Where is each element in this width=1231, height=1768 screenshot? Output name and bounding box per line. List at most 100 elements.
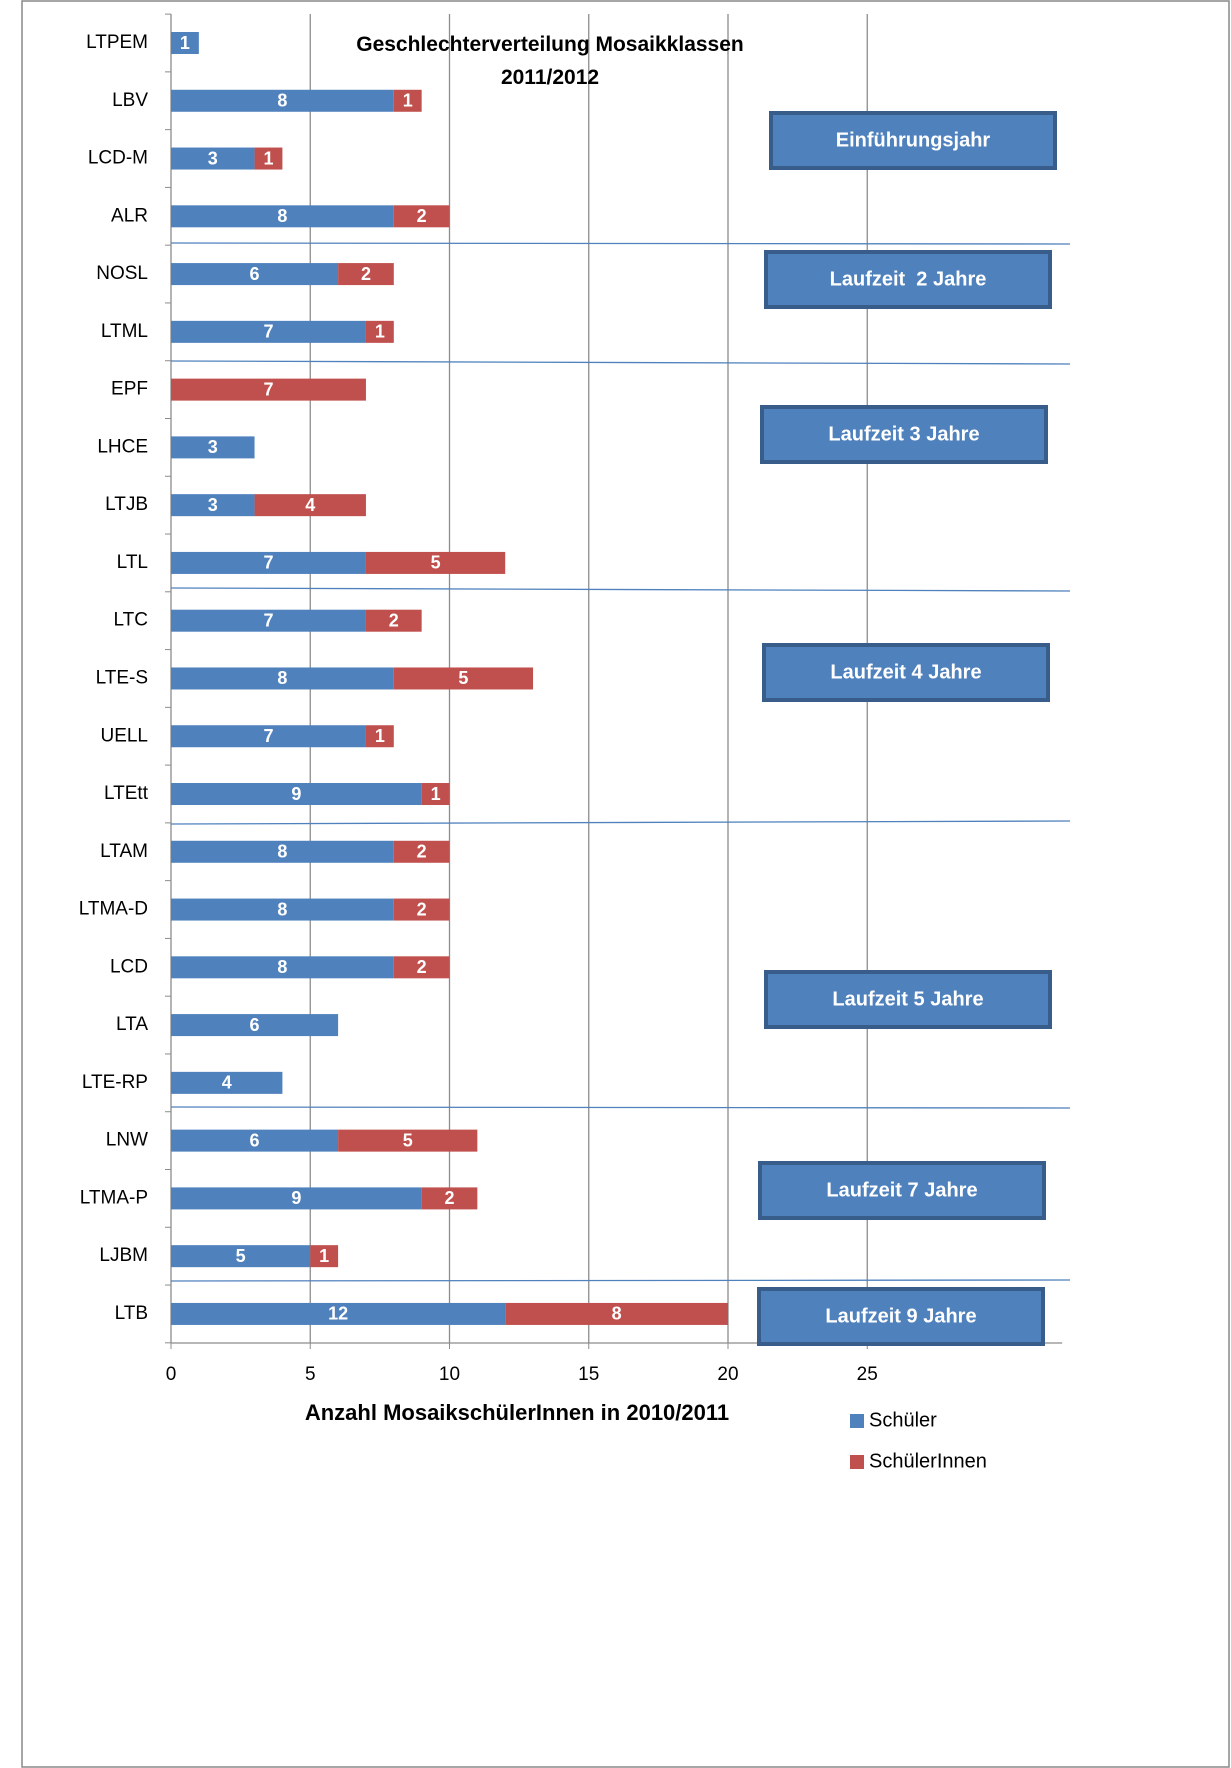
data-label: 8 <box>277 957 287 977</box>
bar-segment <box>171 89 394 112</box>
data-label: 2 <box>417 206 427 226</box>
y-tick-label: EPF <box>111 379 148 400</box>
data-label: 8 <box>277 668 287 688</box>
annotation-box <box>760 405 1048 464</box>
bar-segment <box>338 1129 478 1152</box>
annotation-label: Laufzeit 2 Jahre <box>830 268 987 290</box>
data-label: 1 <box>375 726 385 746</box>
data-label: 1 <box>403 91 413 111</box>
bar-segment <box>171 494 255 517</box>
bar-segment <box>171 956 394 979</box>
bar-segment <box>171 840 394 863</box>
annotation-label: Laufzeit 5 Jahre <box>832 988 983 1010</box>
y-tick-label: LTA <box>116 1014 148 1035</box>
bar-segment <box>171 205 394 228</box>
bar-segment <box>171 1071 283 1094</box>
legend-swatch <box>850 1455 864 1469</box>
y-tick-label: ALR <box>111 205 148 226</box>
data-label: 2 <box>389 610 399 630</box>
y-tick-label: NOSL <box>96 263 148 284</box>
y-tick-label: LTPEM <box>86 32 148 53</box>
data-label: 7 <box>263 379 273 399</box>
group-separator <box>170 1279 1071 1282</box>
annotation-label: Laufzeit 7 Jahre <box>826 1179 977 1201</box>
x-tick-label: 20 <box>717 1364 738 1385</box>
data-label: 7 <box>263 322 273 342</box>
y-tick-label: LHCE <box>97 436 148 457</box>
annotation-label: Laufzeit 3 Jahre <box>828 423 979 445</box>
annotation-box <box>769 111 1057 170</box>
bar-segment <box>171 1129 339 1152</box>
data-label: 8 <box>277 206 287 226</box>
data-label: 5 <box>431 553 441 573</box>
y-tick-label: LTE-RP <box>82 1072 148 1093</box>
y-tick-label: LTB <box>115 1303 148 1324</box>
data-label: 1 <box>375 322 385 342</box>
bar-segment <box>365 609 422 632</box>
y-tick-label: LNW <box>106 1130 148 1151</box>
legend-label: SchülerInnen <box>869 1450 987 1472</box>
group-separator <box>170 242 1071 245</box>
y-tick-label: LTC <box>114 610 148 631</box>
x-axis-label: Anzahl MosaikschülerInnen in 2010/2011 <box>305 1400 729 1425</box>
bar-segment <box>393 205 450 228</box>
x-tick-label: 15 <box>578 1364 599 1385</box>
y-tick-label: LTEtt <box>104 783 149 804</box>
data-label: 5 <box>458 668 468 688</box>
bar-segment <box>393 89 422 112</box>
bar-segment <box>365 320 394 343</box>
data-label: 2 <box>417 842 427 862</box>
y-tick-label: LTMA-D <box>79 899 148 920</box>
data-label: 7 <box>263 726 273 746</box>
bar-segment <box>171 378 366 401</box>
bar-segment <box>171 725 366 748</box>
bar-segment <box>171 551 366 574</box>
data-label: 7 <box>263 553 273 573</box>
group-separator <box>170 1106 1071 1109</box>
legend-swatch <box>850 1414 864 1428</box>
bar-segment <box>421 1187 478 1210</box>
bar-segment <box>171 147 255 170</box>
data-label: 4 <box>305 495 315 515</box>
y-tick-label: LJBM <box>99 1245 148 1266</box>
group-separator <box>170 360 1071 365</box>
data-label: 9 <box>291 1188 301 1208</box>
bar-segment <box>171 263 339 286</box>
data-label: 6 <box>250 1130 260 1150</box>
x-tick-label: 5 <box>305 1364 316 1385</box>
data-label: 1 <box>319 1246 329 1266</box>
y-tick-label: LTL <box>117 552 148 573</box>
bar-segment <box>393 667 534 690</box>
bar-segment <box>393 840 450 863</box>
bar-segment <box>393 898 450 921</box>
data-label: 6 <box>250 1015 260 1035</box>
data-label: 9 <box>291 784 301 804</box>
data-label: 4 <box>222 1073 232 1093</box>
data-label: 6 <box>250 264 260 284</box>
bar-segment <box>338 263 394 286</box>
bar-segment <box>393 956 450 979</box>
data-label: 2 <box>361 264 371 284</box>
annotation-box <box>764 970 1052 1029</box>
bar-segment <box>171 32 199 54</box>
bar-segment <box>171 898 394 921</box>
bar-segment <box>254 147 283 170</box>
bar-segment <box>171 783 422 806</box>
bar-segment <box>171 320 366 343</box>
y-tick-label: LBV <box>112 90 148 111</box>
y-tick-label: LTE-S <box>96 667 148 688</box>
bar-segment <box>171 436 255 459</box>
data-label: 2 <box>417 899 427 919</box>
annotation-box <box>758 1161 1046 1220</box>
bar-segment <box>171 1245 311 1268</box>
annotation-box <box>757 1287 1045 1346</box>
annotation-label: Einführungsjahr <box>836 129 991 151</box>
x-tick-label: 25 <box>857 1364 878 1385</box>
bar-segment <box>171 1187 422 1210</box>
bar-segment <box>421 783 450 806</box>
y-tick-label: LTML <box>101 321 148 342</box>
annotation-label: Laufzeit 9 Jahre <box>825 1305 976 1327</box>
bar-segment <box>171 1302 506 1325</box>
